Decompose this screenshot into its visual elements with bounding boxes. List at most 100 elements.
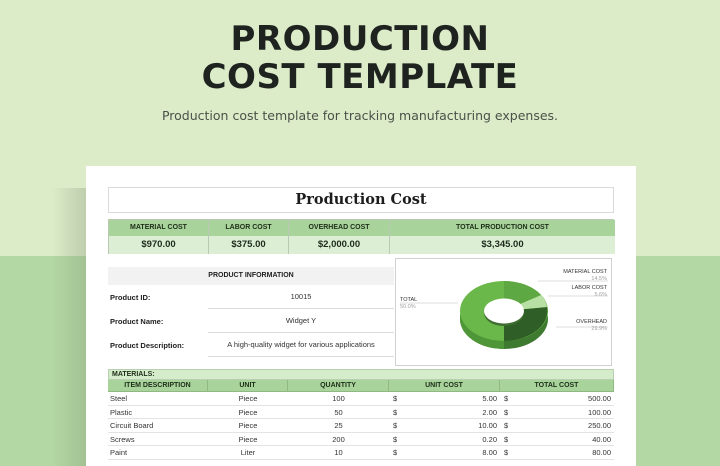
materials-header-row: ITEM DESCRIPTION UNIT QUANTITY UNIT COST… [108, 380, 614, 392]
quantity: 200 [288, 433, 389, 446]
unit: Liter [208, 446, 288, 460]
product-info-heading: PRODUCT INFORMATION [108, 267, 394, 285]
product-id-value: 10015 [208, 285, 394, 309]
chart-label-name: TOTAL [400, 297, 418, 303]
table-row: Steel Piece 100 $5.00 $500.00 [108, 392, 614, 406]
unit-cost: $8.00 [389, 446, 500, 460]
cost-donut-chart: TOTAL 50.0% MATERIAL COST 14.5% LABOR CO… [395, 258, 612, 366]
chart-label-name: MATERIAL COST [563, 269, 607, 275]
currency-symbol: $ [393, 394, 398, 403]
summary-value: $3,345.00 [390, 236, 615, 254]
summary-label: TOTAL PRODUCTION COST [390, 220, 615, 236]
materials-title: MATERIALS: [108, 369, 614, 380]
hero-title-line2: COST TEMPLATE [201, 57, 519, 97]
hero-subtitle: Production cost template for tracking ma… [161, 108, 559, 123]
summary-label: OVERHEAD COST [289, 220, 389, 236]
donut-chart-graphic [400, 280, 608, 349]
sheet-shadow [52, 188, 92, 466]
currency-symbol: $ [393, 434, 398, 444]
summary-overhead: OVERHEAD COST $2,000.00 [289, 220, 390, 254]
product-description-value: A high-quality widget for various applic… [208, 333, 394, 357]
currency-symbol: $ [393, 448, 398, 457]
unit-cost: $5.00 [389, 392, 500, 406]
table-row: Screws Piece 200 $0.20 $40.00 [108, 433, 614, 446]
column-header: UNIT COST [389, 380, 500, 392]
field-label: Product Description: [110, 340, 185, 350]
unit-cost: $0.20 [389, 433, 500, 446]
summary-value: $970.00 [109, 236, 208, 254]
table-row: Paint Liter 10 $8.00 $80.00 [108, 446, 614, 460]
item-description: Plastic [108, 406, 208, 419]
summary-label: LABOR COST [209, 220, 288, 236]
total-cost: $250.00 [500, 419, 614, 433]
chart-label-pct: 5.6% [594, 292, 607, 298]
item-description: Paint [108, 446, 208, 460]
amount: 40.00 [592, 434, 611, 444]
chart-label-name: LABOR COST [571, 285, 607, 291]
column-header: ITEM DESCRIPTION [108, 380, 208, 392]
currency-symbol: $ [393, 421, 398, 430]
chart-label-name: OVERHEAD [576, 319, 607, 325]
chart-label-material: MATERIAL COST 14.5% [563, 269, 607, 283]
product-name-row: Product Name: Widget Y [108, 309, 394, 333]
amount: 500.00 [588, 394, 611, 403]
quantity: 10 [288, 446, 389, 460]
summary-value: $2,000.00 [289, 236, 389, 254]
product-id-row: Product ID: 10015 [108, 285, 394, 309]
materials-table: MATERIALS: ITEM DESCRIPTION UNIT QUANTIT… [108, 369, 614, 460]
column-header: TOTAL COST [500, 380, 614, 392]
item-description: Steel [108, 392, 208, 406]
hero-title-line1: PRODUCTION [230, 19, 490, 59]
amount: 2.00 [482, 407, 497, 417]
currency-symbol: $ [393, 407, 398, 417]
chart-label-pct: 14.5% [591, 276, 607, 282]
field-label: Product Name: [110, 316, 164, 326]
field-label: Product ID: [110, 292, 151, 302]
hero-title: PRODUCTION COST TEMPLATE [0, 20, 720, 96]
currency-symbol: $ [504, 394, 509, 403]
sheet-title: Production Cost [108, 187, 614, 213]
spreadsheet-preview: Production Cost MATERIAL COST $970.00 LA… [86, 166, 636, 466]
currency-symbol: $ [504, 434, 509, 444]
amount: 8.00 [482, 448, 497, 457]
chart-label-pct: 29.9% [591, 326, 607, 332]
column-header: QUANTITY [288, 380, 389, 392]
item-description: Circuit Board [108, 419, 208, 433]
currency-symbol: $ [504, 407, 509, 417]
product-description-row: Product Description: A high-quality widg… [108, 333, 394, 357]
amount: 0.20 [482, 434, 497, 444]
unit: Piece [208, 406, 288, 419]
chart-label-pct: 50.0% [400, 304, 416, 310]
product-name-value: Widget Y [208, 309, 394, 333]
unit-cost: $2.00 [389, 406, 500, 419]
total-cost: $80.00 [500, 446, 614, 460]
chart-label-labor: LABOR COST 5.6% [572, 285, 607, 299]
unit: Piece [208, 392, 288, 406]
amount: 5.00 [482, 394, 497, 403]
amount: 10.00 [478, 421, 497, 430]
total-cost: $40.00 [500, 433, 614, 446]
summary-total: TOTAL PRODUCTION COST $3,345.00 [390, 220, 615, 254]
unit-cost: $10.00 [389, 419, 500, 433]
item-description: Screws [108, 433, 208, 446]
chart-label-total: TOTAL 50.0% [400, 297, 417, 311]
amount: 250.00 [588, 421, 611, 430]
table-row: Circuit Board Piece 25 $10.00 $250.00 [108, 419, 614, 433]
table-row: Plastic Piece 50 $2.00 $100.00 [108, 406, 614, 419]
total-cost: $500.00 [500, 392, 614, 406]
total-cost: $100.00 [500, 406, 614, 419]
quantity: 50 [288, 406, 389, 419]
quantity: 25 [288, 419, 389, 433]
quantity: 100 [288, 392, 389, 406]
chart-label-overhead: OVERHEAD 29.9% [576, 319, 607, 333]
unit: Piece [208, 433, 288, 446]
summary-material: MATERIAL COST $970.00 [109, 220, 209, 254]
summary-label: MATERIAL COST [109, 220, 208, 236]
amount: 100.00 [588, 407, 611, 417]
product-information: PRODUCT INFORMATION Product ID: 10015 Pr… [108, 267, 394, 357]
cost-summary: MATERIAL COST $970.00 LABOR COST $375.00… [108, 219, 615, 254]
unit: Piece [208, 419, 288, 433]
amount: 80.00 [592, 448, 611, 457]
summary-value: $375.00 [209, 236, 288, 254]
currency-symbol: $ [504, 448, 509, 457]
